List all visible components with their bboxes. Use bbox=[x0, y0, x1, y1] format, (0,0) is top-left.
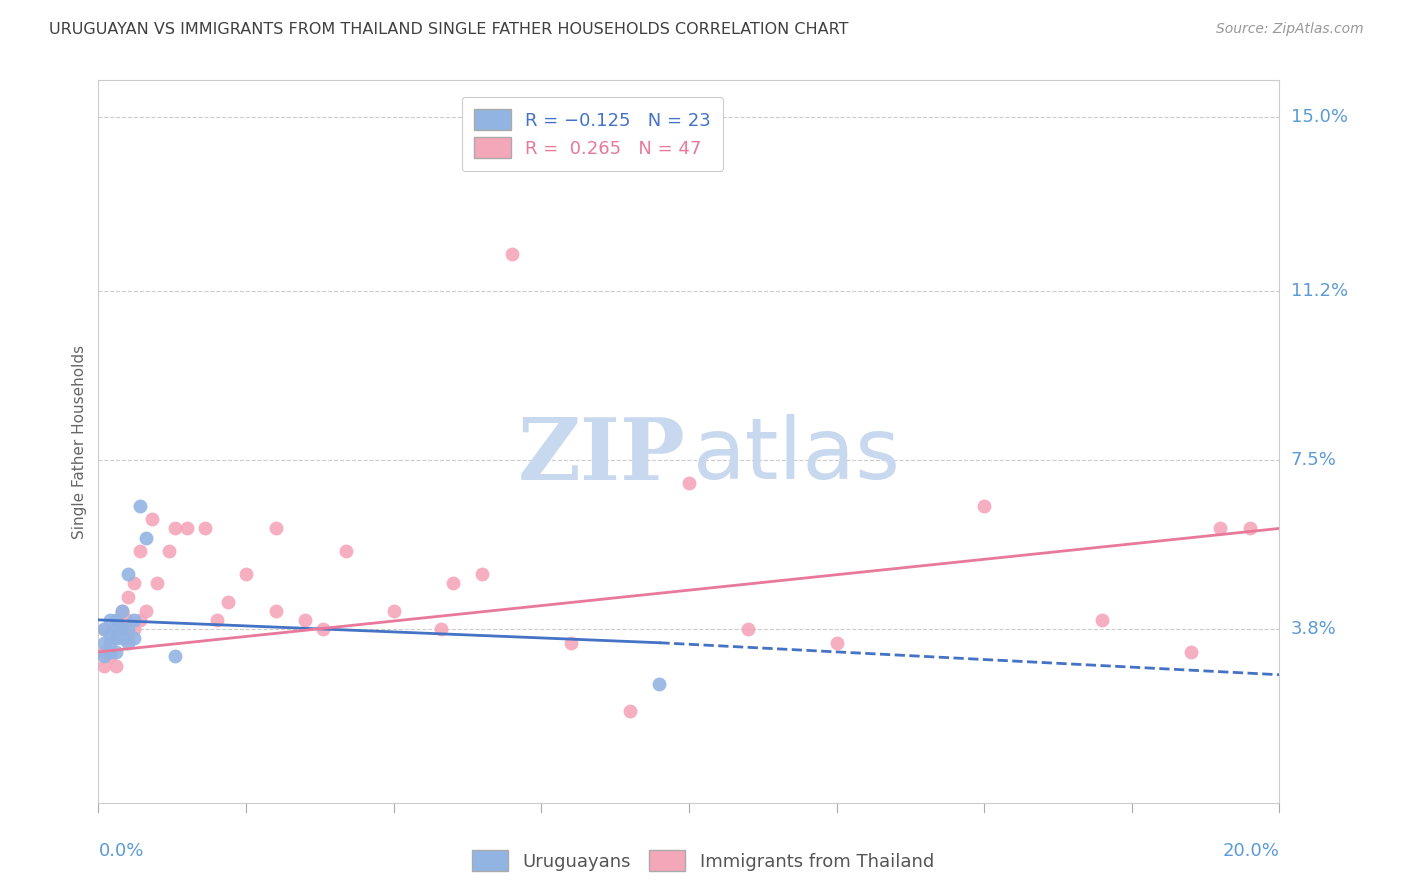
Point bbox=[165, 521, 187, 535]
Text: 7.5%: 7.5% bbox=[1291, 450, 1337, 469]
Point bbox=[111, 604, 134, 618]
Point bbox=[501, 247, 523, 261]
Point bbox=[111, 604, 134, 618]
Point bbox=[264, 604, 287, 618]
Point bbox=[194, 521, 217, 535]
Point bbox=[141, 512, 163, 526]
Point bbox=[135, 604, 157, 618]
Point bbox=[105, 631, 128, 645]
Point bbox=[117, 636, 139, 650]
Y-axis label: Single Father Households: Single Father Households bbox=[72, 344, 87, 539]
Point bbox=[825, 636, 848, 650]
Point bbox=[98, 626, 121, 640]
Point bbox=[122, 576, 145, 591]
Point bbox=[128, 544, 150, 558]
Point bbox=[619, 704, 641, 718]
Point bbox=[122, 613, 145, 627]
Point bbox=[105, 658, 128, 673]
Point bbox=[335, 544, 357, 558]
Point bbox=[1239, 521, 1261, 535]
Point bbox=[973, 499, 995, 513]
Point bbox=[122, 622, 145, 636]
Point bbox=[105, 622, 128, 636]
Point bbox=[264, 521, 287, 535]
Text: URUGUAYAN VS IMMIGRANTS FROM THAILAND SINGLE FATHER HOUSEHOLDS CORRELATION CHART: URUGUAYAN VS IMMIGRANTS FROM THAILAND SI… bbox=[49, 22, 849, 37]
Point bbox=[117, 631, 139, 645]
Text: 20.0%: 20.0% bbox=[1223, 842, 1279, 860]
Text: 11.2%: 11.2% bbox=[1291, 282, 1348, 300]
Point bbox=[93, 645, 115, 659]
Point bbox=[117, 622, 139, 636]
Point bbox=[93, 658, 115, 673]
Point bbox=[98, 631, 121, 645]
Point bbox=[560, 636, 582, 650]
Point bbox=[1091, 613, 1114, 627]
Point bbox=[146, 576, 169, 591]
Point bbox=[98, 636, 121, 650]
Legend: R = −0.125   N = 23, R =  0.265   N = 47: R = −0.125 N = 23, R = 0.265 N = 47 bbox=[461, 96, 723, 170]
Text: 3.8%: 3.8% bbox=[1291, 620, 1336, 638]
Point bbox=[441, 576, 464, 591]
Point bbox=[471, 567, 494, 582]
Point bbox=[98, 613, 121, 627]
Point bbox=[111, 631, 134, 645]
Point bbox=[430, 622, 453, 636]
Point bbox=[157, 544, 180, 558]
Point bbox=[117, 613, 139, 627]
Point bbox=[737, 622, 759, 636]
Point bbox=[1180, 645, 1202, 659]
Point bbox=[98, 645, 121, 659]
Point bbox=[117, 590, 139, 604]
Point bbox=[111, 622, 134, 636]
Point bbox=[1209, 521, 1232, 535]
Point bbox=[294, 613, 316, 627]
Point bbox=[105, 645, 128, 659]
Text: Source: ZipAtlas.com: Source: ZipAtlas.com bbox=[1216, 22, 1364, 37]
Point bbox=[165, 649, 187, 664]
Point bbox=[128, 499, 150, 513]
Text: ZIP: ZIP bbox=[517, 414, 685, 498]
Text: atlas: atlas bbox=[693, 415, 900, 498]
Point bbox=[93, 636, 115, 650]
Point bbox=[235, 567, 257, 582]
Point bbox=[135, 531, 157, 545]
Text: 15.0%: 15.0% bbox=[1291, 108, 1347, 126]
Point bbox=[382, 604, 405, 618]
Point bbox=[128, 613, 150, 627]
Point bbox=[105, 613, 128, 627]
Point bbox=[93, 622, 115, 636]
Point bbox=[176, 521, 198, 535]
Point bbox=[117, 567, 139, 582]
Point bbox=[312, 622, 335, 636]
Text: 0.0%: 0.0% bbox=[98, 842, 143, 860]
Point bbox=[122, 631, 145, 645]
Point bbox=[678, 475, 700, 490]
Point bbox=[105, 622, 128, 636]
Point bbox=[205, 613, 228, 627]
Point bbox=[98, 649, 121, 664]
Point bbox=[111, 622, 134, 636]
Point bbox=[105, 613, 128, 627]
Point bbox=[93, 622, 115, 636]
Legend: Uruguayans, Immigrants from Thailand: Uruguayans, Immigrants from Thailand bbox=[465, 843, 941, 879]
Point bbox=[217, 594, 239, 608]
Point bbox=[93, 649, 115, 664]
Point bbox=[648, 677, 671, 691]
